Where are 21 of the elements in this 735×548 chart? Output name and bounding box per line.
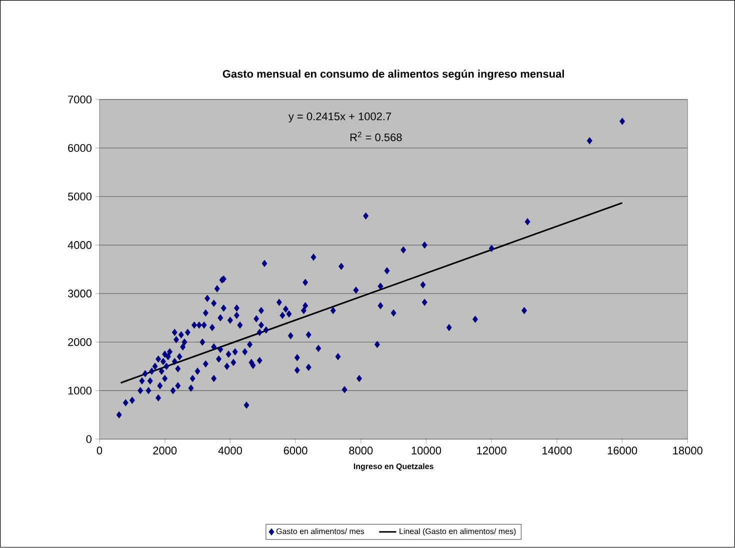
y-tick-label: 7000 [68,96,92,104]
y-tick-label: 6000 [68,144,92,152]
x-tick-label: 0 [96,446,102,455]
x-tick-label: 10000 [412,446,442,455]
x-tick-label: 8000 [349,446,373,455]
annotation: R$^{2}$ = 0.568 [350,132,402,142]
y-tick-label: 0 [86,435,92,444]
y-tick-label: 4000 [68,241,92,250]
y-tick-label: 5000 [68,192,92,201]
x-tick-label: 2000 [153,446,177,455]
x-tick-label: 16000 [608,446,638,455]
x-tick-label: 6000 [284,446,308,455]
x-tick-label: 14000 [542,446,572,455]
chart-title: Gasto mensual en consumo de alimentos según ingreso mensual [222,70,564,80]
y-tick-label: 2000 [68,338,92,346]
x-tick-label: 4000 [218,446,242,455]
y-tick-label: 1000 [68,386,92,395]
annotation: y = 0.2415x + 1002.7 [288,112,392,123]
x-tick-label: 18000 [673,446,702,455]
x-tick-label: 12000 [477,446,506,455]
y-tick-label: 3000 [68,290,92,298]
